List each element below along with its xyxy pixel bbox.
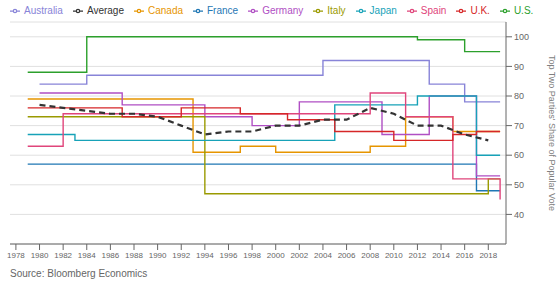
html-text:Australia: Australia — [24, 5, 63, 16]
svg-text:1984: 1984 — [78, 251, 96, 260]
svg-text:1992: 1992 — [172, 251, 190, 260]
html-text:U.K.: U.K. — [470, 5, 490, 16]
html-text:U.S.: U.S. — [513, 5, 534, 16]
svg-text:50: 50 — [514, 180, 524, 190]
svg-text:2002: 2002 — [290, 251, 308, 260]
html-text:Source: Bloomberg Economics: Source: Bloomberg Economics — [10, 268, 148, 279]
svg-text:2006: 2006 — [338, 251, 356, 260]
svg-text:2000: 2000 — [267, 251, 285, 260]
svg-text:80: 80 — [514, 91, 524, 101]
html-text:Japan: Japan — [369, 5, 397, 16]
html-text:Germany: Germany — [262, 5, 304, 16]
svg-text:Top Two Parties' Share of Popu: Top Two Parties' Share of Popular Vote — [547, 55, 552, 211]
svg-text:1996: 1996 — [220, 251, 238, 260]
svg-text:60: 60 — [514, 150, 524, 160]
html-text:Spain: Spain — [420, 5, 447, 16]
svg-text:40: 40 — [514, 210, 524, 220]
svg-text:2012: 2012 — [409, 251, 427, 260]
svg-text:2016: 2016 — [456, 251, 474, 260]
svg-text:1986: 1986 — [101, 251, 119, 260]
svg-text:2008: 2008 — [361, 251, 379, 260]
svg-text:1990: 1990 — [149, 251, 167, 260]
svg-text:2018: 2018 — [479, 251, 497, 260]
html-text:Canada: Canada — [148, 5, 183, 16]
svg-text:2010: 2010 — [385, 251, 403, 260]
html-text:France: France — [207, 5, 239, 16]
svg-text:2004: 2004 — [314, 251, 332, 260]
html-text:Average: Average — [86, 5, 124, 16]
svg-text:1998: 1998 — [243, 251, 261, 260]
svg-text:1994: 1994 — [196, 251, 214, 260]
svg-text:100: 100 — [514, 32, 529, 42]
svg-text:2014: 2014 — [432, 251, 450, 260]
svg-text:90: 90 — [514, 62, 524, 72]
html-text:Italy: Italy — [327, 5, 346, 16]
svg-text:1978: 1978 — [8, 251, 25, 260]
svg-text:1982: 1982 — [54, 251, 72, 260]
svg-text:1988: 1988 — [125, 251, 143, 260]
svg-text:70: 70 — [514, 121, 524, 131]
svg-text:1980: 1980 — [31, 251, 49, 260]
